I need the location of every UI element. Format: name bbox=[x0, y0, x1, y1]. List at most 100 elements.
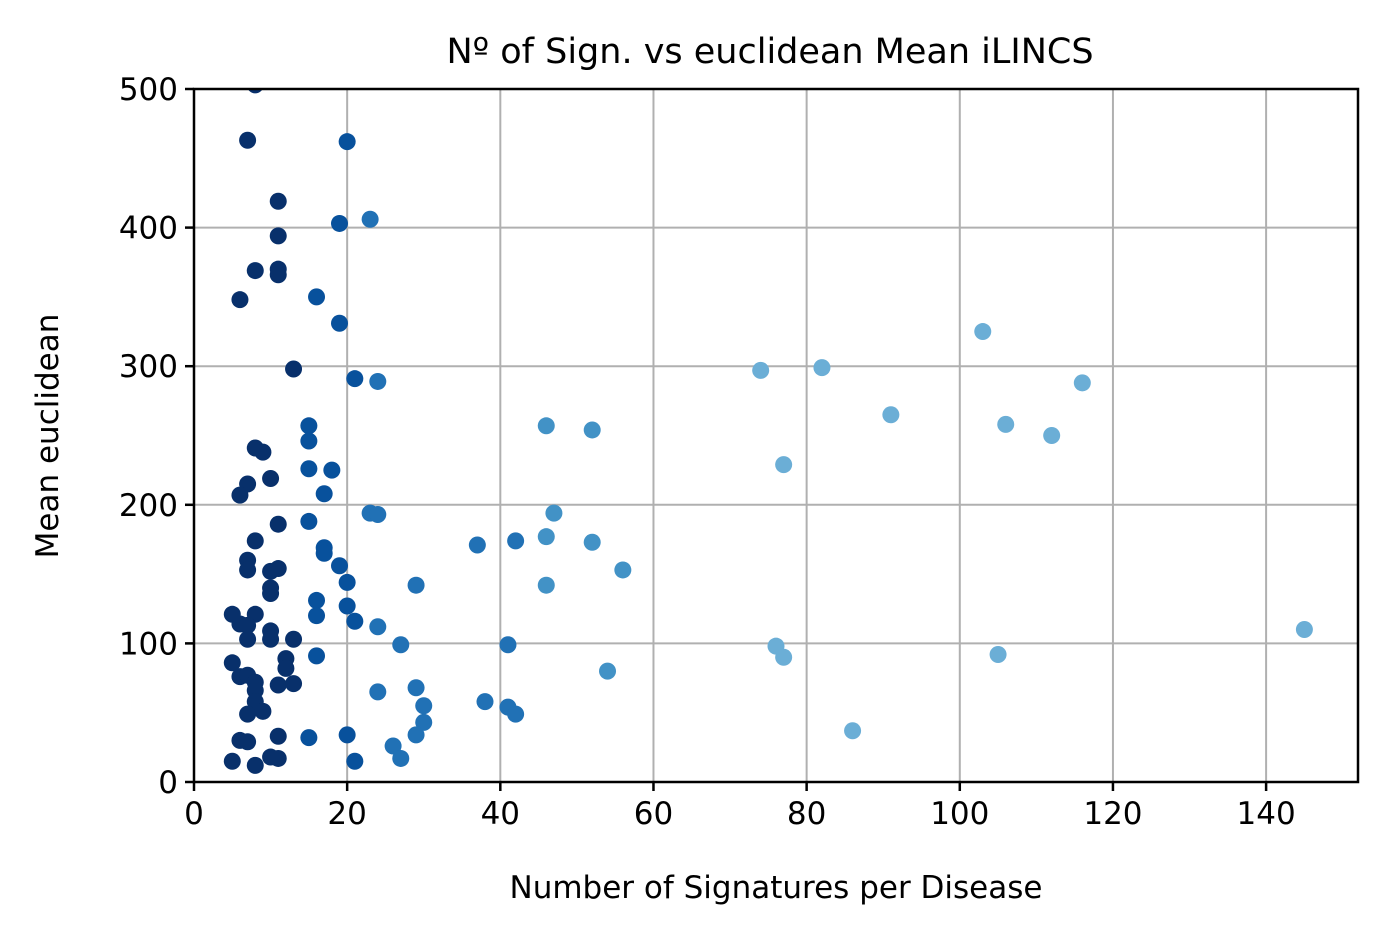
data-point bbox=[269, 676, 287, 694]
data-point bbox=[1073, 374, 1091, 392]
data-point bbox=[239, 630, 257, 648]
data-point bbox=[239, 131, 257, 149]
data-point bbox=[246, 532, 264, 550]
data-point bbox=[407, 726, 425, 744]
data-point bbox=[407, 576, 425, 594]
data-point bbox=[369, 683, 387, 701]
data-point bbox=[308, 288, 326, 306]
data-point bbox=[300, 729, 318, 747]
data-point bbox=[537, 417, 555, 435]
data-point bbox=[346, 752, 364, 770]
data-point bbox=[269, 192, 287, 210]
data-point bbox=[262, 630, 280, 648]
data-point bbox=[308, 591, 326, 609]
data-point bbox=[331, 214, 348, 232]
data-point bbox=[369, 506, 387, 524]
y-axis-label: Mean euclidean bbox=[30, 314, 66, 559]
x-axis-label: Number of Signatures per Disease bbox=[510, 870, 1043, 906]
data-point bbox=[1043, 427, 1061, 444]
data-point bbox=[583, 533, 601, 551]
x-tick-label: 80 bbox=[787, 796, 826, 832]
data-point bbox=[752, 361, 770, 379]
x-tick-label: 0 bbox=[184, 796, 204, 832]
data-point bbox=[614, 561, 632, 579]
data-point bbox=[997, 415, 1015, 433]
x-tick-label: 20 bbox=[327, 796, 366, 832]
data-point bbox=[392, 749, 410, 767]
data-point bbox=[254, 443, 272, 461]
y-tick-label: 400 bbox=[119, 211, 178, 247]
data-point bbox=[361, 210, 379, 228]
data-point bbox=[499, 636, 517, 654]
x-tick-label: 40 bbox=[481, 796, 520, 832]
data-point bbox=[315, 485, 333, 503]
data-point bbox=[285, 675, 303, 693]
data-point bbox=[974, 323, 992, 341]
x-tick-label: 120 bbox=[1083, 796, 1142, 832]
data-point bbox=[775, 456, 793, 474]
data-point bbox=[369, 372, 387, 390]
data-point bbox=[300, 512, 318, 530]
data-point bbox=[392, 636, 410, 654]
y-tick-label: 0 bbox=[158, 765, 178, 801]
data-point bbox=[599, 662, 617, 680]
grid bbox=[193, 88, 1358, 783]
data-point bbox=[1295, 621, 1313, 639]
data-point bbox=[507, 532, 525, 550]
data-point bbox=[415, 697, 433, 715]
data-point bbox=[338, 573, 356, 591]
data-point bbox=[262, 469, 280, 487]
data-point bbox=[300, 460, 318, 478]
data-point bbox=[407, 679, 425, 697]
chart-title: Nº of Sign. vs euclidean Mean iLINCS bbox=[446, 32, 1093, 72]
data-point bbox=[537, 576, 555, 594]
data-point bbox=[269, 749, 287, 767]
data-point bbox=[239, 561, 257, 579]
data-point bbox=[323, 461, 341, 479]
data-point bbox=[384, 737, 402, 755]
x-tick-label: 100 bbox=[930, 796, 989, 832]
data-point bbox=[882, 406, 900, 424]
x-axis-ticks: 0 20 40 60 80 100 120 140 bbox=[184, 782, 1296, 832]
data-point bbox=[813, 359, 831, 377]
data-point bbox=[989, 645, 1007, 663]
data-point bbox=[223, 654, 241, 672]
plot-frame bbox=[192, 87, 1360, 784]
data-point bbox=[247, 89, 263, 94]
data-point bbox=[239, 616, 257, 634]
data-point bbox=[231, 486, 249, 504]
data-point bbox=[308, 647, 326, 665]
data-point bbox=[346, 612, 364, 630]
data-point bbox=[262, 585, 280, 603]
y-tick-label: 500 bbox=[119, 72, 178, 108]
data-point bbox=[338, 726, 356, 744]
data-point bbox=[277, 659, 295, 677]
x-tick-label: 140 bbox=[1237, 796, 1296, 832]
data-point bbox=[269, 266, 287, 284]
data-point bbox=[415, 713, 433, 731]
data-point bbox=[315, 544, 333, 562]
data-point bbox=[369, 618, 387, 636]
data-point bbox=[239, 733, 257, 751]
data-point bbox=[507, 705, 525, 723]
data-point bbox=[331, 557, 348, 575]
data-points bbox=[223, 89, 1313, 774]
data-point bbox=[476, 693, 494, 711]
data-point bbox=[583, 421, 601, 439]
data-point bbox=[285, 360, 303, 378]
data-point bbox=[775, 648, 793, 666]
data-point bbox=[239, 705, 257, 723]
data-point bbox=[269, 515, 287, 533]
data-point bbox=[346, 370, 364, 388]
y-tick-label: 100 bbox=[119, 626, 178, 662]
data-point bbox=[844, 722, 862, 740]
data-point bbox=[338, 597, 356, 615]
data-point bbox=[262, 562, 280, 580]
data-point bbox=[231, 291, 249, 309]
data-point bbox=[254, 702, 272, 720]
data-point bbox=[246, 756, 264, 774]
data-point bbox=[468, 536, 486, 554]
y-tick-label: 300 bbox=[119, 349, 178, 385]
